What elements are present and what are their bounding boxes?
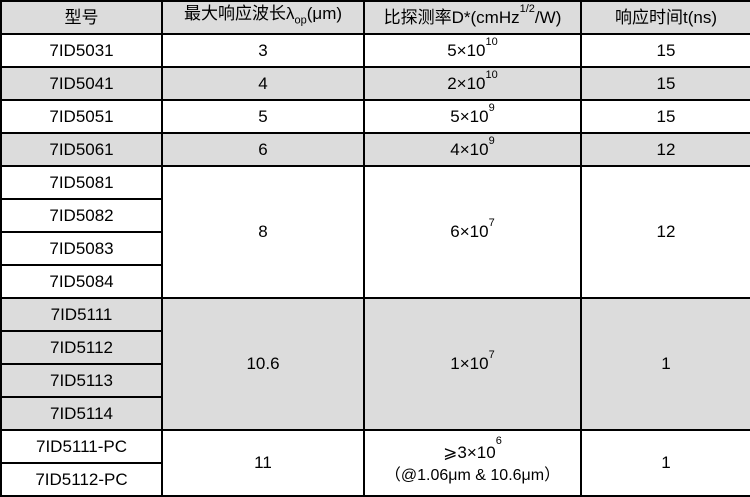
d-exp: 6 (495, 435, 502, 447)
d-exp: 10 (485, 35, 498, 48)
table-row: 7ID5113 (0, 363, 750, 398)
wavelength-cell: 8 (161, 165, 365, 299)
table-row: 7ID5061 6 4×109 12 (0, 132, 750, 167)
response-cell: 12 (580, 132, 750, 167)
d-base: 5×10 (450, 106, 489, 126)
table-row: 7ID5114 (0, 396, 750, 431)
table-row: 7ID5082 (0, 198, 750, 233)
model-cell: 7ID5112-PC (0, 462, 163, 497)
detectivity-cell: 5×1010 (363, 33, 582, 68)
model-cell: 7ID5061 (0, 132, 163, 167)
detectivity-cell: 4×109 (363, 132, 582, 167)
response-cell: 15 (580, 99, 750, 134)
d-exp: 10 (485, 68, 498, 81)
table-row: 7ID5112-PC (0, 462, 750, 497)
response-cell: 1 (580, 429, 750, 497)
table-row: 7ID5111 10.6 1×107 1 (0, 297, 750, 431)
model-cell: 7ID5081 (0, 165, 163, 200)
header-detectivity-sup: 1/2 (519, 2, 535, 15)
header-wavelength: 最大响应波长λop(μm) (161, 0, 365, 35)
wavelength-cell: 3 (161, 33, 365, 68)
table-row: 7ID5111-PC 11 ⩾3×106 （@1.06μm & 10.6μm） 1 (0, 429, 750, 497)
header-wavelength-unit: (μm) (306, 4, 343, 24)
header-detectivity: 比探测率D*(cmHz1/2/W) (363, 0, 582, 35)
d-base: 2×10 (447, 73, 486, 93)
table-row: 7ID5084 (0, 264, 750, 299)
table-row: 7ID5051 5 5×109 15 (0, 99, 750, 134)
header-model: 型号 (0, 0, 163, 35)
d-base: 5×10 (447, 40, 486, 60)
header-row: 型号 最大响应波长λop(μm) 比探测率D*(cmHz1/2/W) 响应时间t… (0, 0, 750, 35)
header-wavelength-sub: op (294, 14, 307, 27)
header-wavelength-label: 最大响应波长λ (183, 4, 295, 24)
d-base: 4×10 (450, 139, 489, 159)
table-row: 7ID5041 4 2×1010 15 (0, 66, 750, 101)
header-response: 响应时间t(ns) (580, 0, 750, 35)
header-detectivity-unit: /W) (534, 7, 562, 27)
response-cell: 12 (580, 165, 750, 299)
response-cell: 15 (580, 33, 750, 68)
detectivity-cell: 6×107 (363, 165, 582, 299)
detectivity-cell: 2×1010 (363, 66, 582, 101)
d-exp: 9 (488, 101, 495, 114)
wavelength-cell: 5 (161, 99, 365, 134)
d-note: （@1.06μm & 10.6μm） (384, 467, 561, 484)
model-cell: 7ID5084 (0, 264, 163, 299)
wavelength-cell: 10.6 (161, 297, 365, 431)
response-cell: 15 (580, 66, 750, 101)
model-cell: 7ID5051 (0, 99, 163, 134)
detectivity-cell: 5×109 (363, 99, 582, 134)
model-cell: 7ID5114 (0, 396, 163, 431)
model-cell: 7ID5111 (0, 297, 163, 332)
d-exp: 9 (488, 134, 495, 147)
table-row: 7ID5031 3 5×1010 15 (0, 33, 750, 68)
wavelength-cell: 11 (161, 429, 365, 497)
model-cell: 7ID5041 (0, 66, 163, 101)
model-cell: 7ID5111-PC (0, 429, 163, 464)
wavelength-cell: 6 (161, 132, 365, 167)
model-cell: 7ID5113 (0, 363, 163, 398)
model-cell: 7ID5082 (0, 198, 163, 233)
model-cell: 7ID5031 (0, 33, 163, 68)
d-base: 6×10 (450, 222, 489, 241)
table-row: 7ID5112 (0, 330, 750, 365)
model-cell: 7ID5083 (0, 231, 163, 266)
header-detectivity-label: 比探测率D*(cmHz (383, 7, 520, 27)
detectivity-cell: 1×107 (363, 297, 582, 431)
table-row: 7ID5081 8 6×107 12 (0, 165, 750, 299)
d-exp: 7 (488, 349, 495, 361)
detectivity-cell: ⩾3×106 （@1.06μm & 10.6μm） (363, 429, 582, 497)
d-base: ⩾3×10 (443, 443, 496, 462)
response-cell: 1 (580, 297, 750, 431)
wavelength-cell: 4 (161, 66, 365, 101)
d-base: 1×10 (450, 354, 489, 373)
d-exp: 7 (488, 217, 495, 229)
model-cell: 7ID5112 (0, 330, 163, 365)
table-row: 7ID5083 (0, 231, 750, 266)
